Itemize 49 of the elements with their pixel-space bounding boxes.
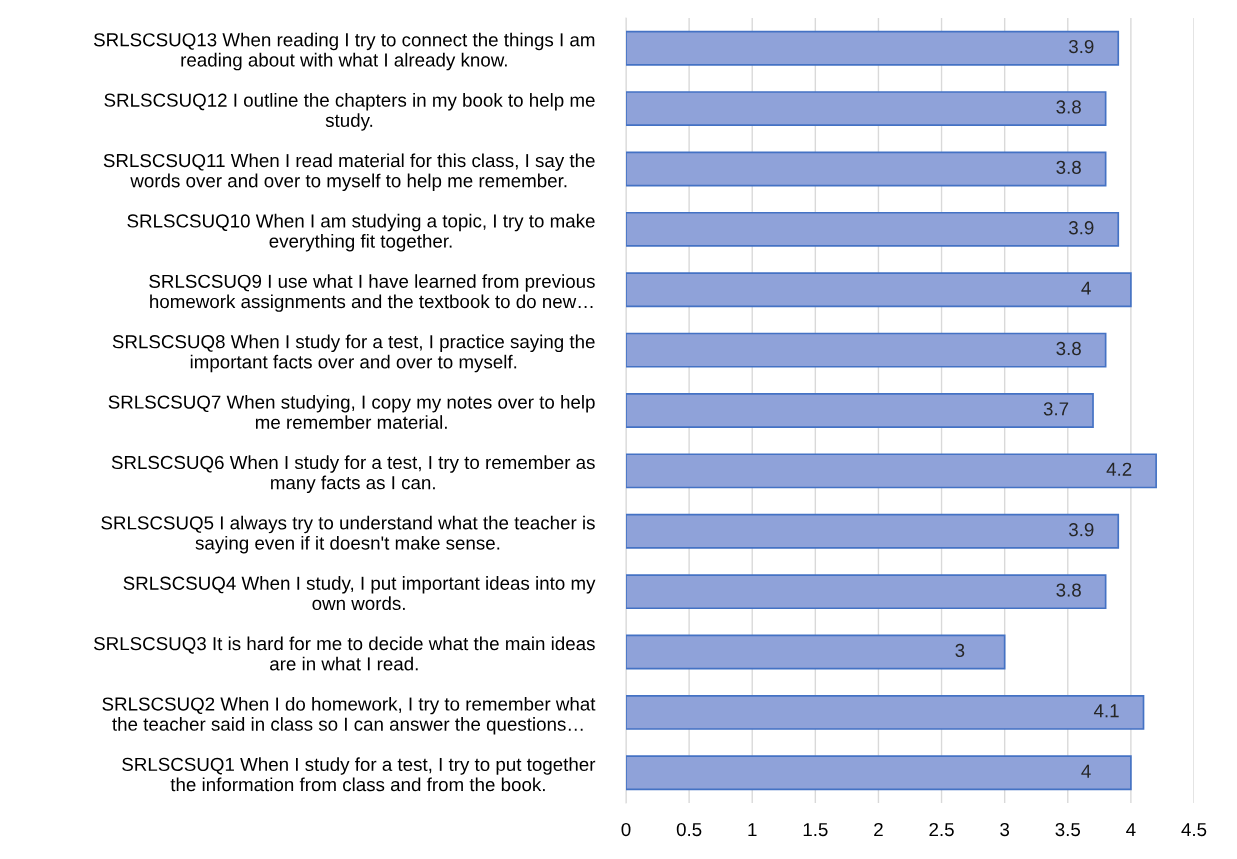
y-tick-label: SRLSCSUQ7 When studying, I copy my notes over to help me remember material.	[108, 394, 595, 429]
bar	[626, 634, 1006, 670]
x-tick-label: 4.5	[1181, 823, 1207, 837]
x-tick-label: 3	[1000, 822, 1010, 837]
bar	[626, 272, 1132, 308]
data-label: 4	[1081, 764, 1091, 778]
y-tick-label: SRLSCSUQ8 When I study for a test, I practice saying the important facts over and over to myself.	[112, 334, 595, 373]
y-tick-label: SRLSCSUQ2 When I do homework, I try to remember what the teacher said in class so I can answer the questions…	[102, 696, 596, 735]
data-label: 4.2	[1106, 462, 1132, 476]
bar	[626, 513, 1120, 549]
bar	[626, 91, 1107, 127]
y-tick-label: SRLSCSUQ4 When I study, I put important ideas into my own words.	[123, 576, 596, 611]
data-label: 3.9	[1068, 523, 1094, 537]
x-tick-label: 1	[748, 823, 757, 837]
bar	[626, 151, 1107, 187]
x-tick-label: 2	[874, 822, 883, 837]
data-label: 4	[1081, 281, 1091, 295]
y-tick-label: SRLSCSUQ11 When I read material for this class, I say the words over and over to myself to help me remember.	[103, 153, 595, 192]
y-tick-label: SRLSCSUQ9 I use what I have learned from previous homework assignments and the textbook to do new…	[149, 274, 595, 312]
bar	[626, 30, 1120, 66]
x-tick-label: 0.5	[676, 822, 702, 837]
bar	[626, 393, 1094, 428]
x-tick-label: 2.5	[929, 822, 954, 837]
bar	[626, 755, 1132, 791]
data-label: 3.8	[1056, 100, 1081, 114]
x-tick-label: 3.5	[1055, 822, 1081, 837]
data-label: 3.8	[1056, 583, 1081, 597]
bar	[626, 694, 1145, 730]
y-tick-label: SRLSCSUQ13 When reading I try to connect the things I am reading about with what I already know.	[93, 32, 595, 71]
x-tick-label: 0	[621, 822, 631, 837]
x-tick-label: 4	[1126, 823, 1136, 837]
bar	[626, 574, 1107, 610]
data-label: 3.7	[1043, 402, 1069, 416]
y-tick-label: SRLSCSUQ10 When I am studying a topic, I try to make everything fit together.	[127, 213, 595, 252]
data-label: 3	[955, 643, 965, 658]
data-label: 4.1	[1093, 704, 1119, 718]
y-tick-label: SRLSCSUQ6 When I study for a test, I try to remember as many facts as I can.	[111, 455, 595, 494]
bar	[626, 211, 1120, 247]
y-tick-label: SRLSCSUQ1 When I study for a test, I try to put together the information from class and from the book.	[122, 757, 596, 792]
x-tick-label: 1.5	[803, 823, 828, 837]
data-label: 3.9	[1068, 39, 1094, 54]
data-label: 3.8	[1056, 341, 1081, 356]
data-label: 3.9	[1068, 221, 1094, 235]
data-label: 3.8	[1056, 160, 1081, 174]
bar	[626, 332, 1107, 368]
y-tick-label: SRLSCSUQ12 I outline the chapters in my book to help me study.	[104, 93, 595, 131]
y-tick-label: SRLSCSUQ5 I always try to understand what the teacher is saying even if it doesn't make sense.	[101, 515, 595, 554]
y-tick-label: SRLSCSUQ3 It is hard for me to decide what the main ideas are in what I read.	[94, 636, 595, 671]
bar	[626, 453, 1157, 489]
